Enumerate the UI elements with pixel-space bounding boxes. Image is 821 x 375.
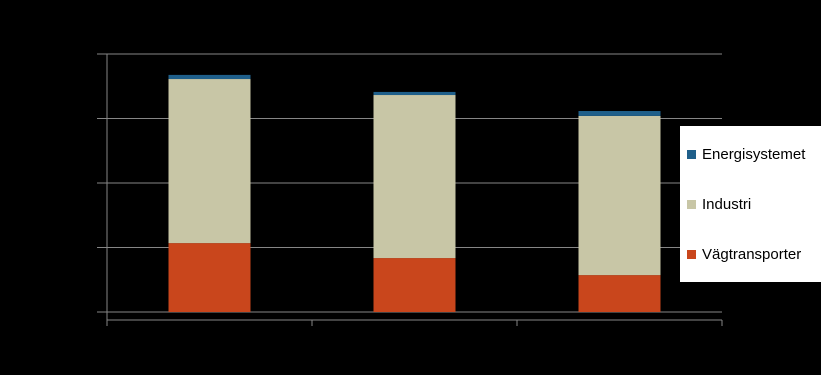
bar-segment [578,115,661,276]
y-tick-label: 50 [76,174,93,191]
y-tick-label: 100 [68,45,93,62]
bar-segment [578,111,661,116]
legend-label: Industri [702,196,751,213]
bar-segment [578,275,661,312]
legend-label: Vägtransporter [702,246,801,263]
legend-box [680,126,821,282]
y-tick-label: 0 [85,303,93,320]
y-tick-label: 75 [76,109,93,126]
bar-segment [373,95,456,259]
bar-segment [168,79,251,244]
legend-swatch [687,200,696,209]
bar-segment [373,91,456,96]
y-tick-label: 25 [76,238,93,255]
bar-segment [168,74,251,80]
legend-swatch [687,250,696,259]
legend-swatch [687,150,696,159]
legend-label: Energisystemet [702,146,806,163]
bar-segment [373,258,456,312]
bar-segment [168,243,251,312]
